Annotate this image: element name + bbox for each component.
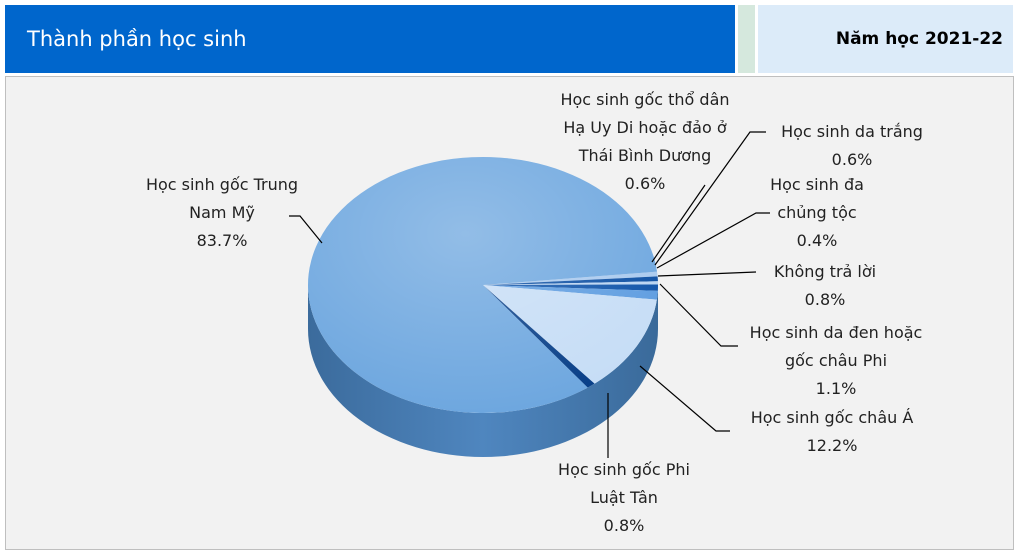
leader-line	[657, 271, 757, 277]
data-label: Học sinh gốc châu Á 12.2%	[732, 404, 932, 460]
panel-title: Thành phần học sinh	[5, 5, 735, 73]
value-label: 0.4%	[796, 231, 838, 250]
divider	[738, 5, 755, 73]
value-label: 1.1%	[815, 379, 857, 398]
data-label: Học sinh gốc thổ dân Hạ Uy Di hoặc đảo ở…	[550, 86, 740, 198]
category-label: Học sinh da trắng	[781, 122, 923, 141]
category-label: Không trả lời	[773, 262, 877, 281]
category-label: Học sinh gốc châu Á	[750, 408, 914, 427]
data-label: Học sinh da trắng 0.6%	[757, 118, 947, 174]
pie-highlight	[308, 157, 658, 413]
category-label: Học sinh gốc Phi Luật Tân	[558, 460, 690, 507]
value-label: 12.2%	[806, 436, 858, 455]
leader-line	[639, 365, 730, 432]
category-label: Học sinh đa chủng tộc	[770, 175, 864, 222]
value-label: 0.6%	[831, 150, 873, 169]
category-label: Học sinh gốc Trung Nam Mỹ	[145, 175, 299, 222]
data-label: Học sinh gốc Trung Nam Mỹ 83.7%	[137, 171, 307, 255]
value-label: 83.7%	[196, 231, 248, 250]
category-label: Học sinh da đen hoặc gốc châu Phi	[749, 323, 923, 370]
data-label: Học sinh da đen hoặc gốc châu Phi 1.1%	[736, 319, 936, 403]
pie-side	[308, 285, 658, 457]
leader-line	[289, 215, 323, 244]
category-label: Học sinh gốc thổ dân Hạ Uy Di hoặc đảo ở…	[560, 90, 730, 165]
value-label: 0.8%	[603, 516, 645, 535]
data-label: Học sinh đa chủng tộc 0.4%	[757, 171, 877, 255]
data-label: Không trả lời 0.8%	[750, 258, 900, 314]
panel-subtitle: Năm học 2021-22	[758, 5, 1013, 73]
data-label: Học sinh gốc Phi Luật Tân 0.8%	[544, 456, 704, 540]
leader-line	[651, 184, 706, 263]
value-label: 0.6%	[624, 174, 666, 193]
leader-line	[654, 131, 766, 266]
value-label: 0.8%	[804, 290, 846, 309]
leader-line	[659, 283, 738, 347]
leader-line	[656, 212, 770, 269]
